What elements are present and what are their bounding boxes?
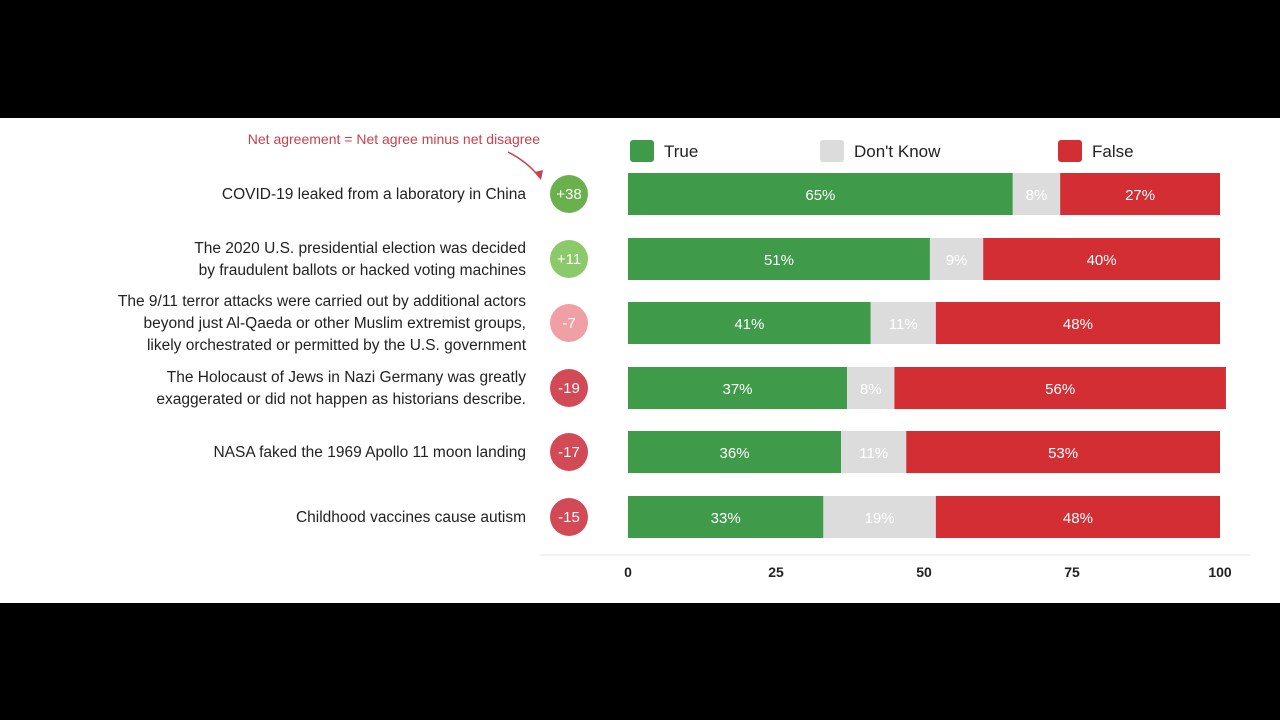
net-agreement-badge xyxy=(550,433,588,471)
chart-panel: Net agreement = Net agree minus net disa… xyxy=(0,118,1280,603)
x-tick-label: 0 xyxy=(624,564,632,580)
bar-segment-false xyxy=(906,431,1220,473)
net-agreement-value: -19 xyxy=(558,380,580,397)
net-agreement-badge xyxy=(550,369,588,407)
segment-label: 8% xyxy=(1026,187,1048,204)
statement-label: NASA faked the 1969 Apollo 11 moon landi… xyxy=(213,444,526,461)
stacked-bar-chart: Net agreement = Net agree minus net disa… xyxy=(118,131,1250,580)
segment-label: 11% xyxy=(889,316,918,333)
segment-label: 27% xyxy=(1125,187,1155,204)
segment-label: 51% xyxy=(764,252,794,269)
segment-label: 40% xyxy=(1087,252,1117,269)
bar-segment-false xyxy=(894,367,1226,409)
segment-label: 9% xyxy=(946,252,968,269)
legend-label-1: Don't Know xyxy=(854,142,941,161)
bar-segment-false xyxy=(935,302,1220,344)
net-agreement-value: +11 xyxy=(557,251,581,268)
bar-segment-false xyxy=(935,496,1220,538)
net-agreement-value: -15 xyxy=(558,509,580,526)
legend-swatch-0 xyxy=(630,140,654,162)
bar-segment-dont-know xyxy=(870,302,936,344)
statement-label: The 2020 U.S. presidential election was … xyxy=(194,240,526,257)
bar-segment-dont-know xyxy=(1012,173,1061,215)
note-arrow xyxy=(507,151,541,179)
bar-segment-true xyxy=(628,173,1013,215)
note-arrow-head xyxy=(535,170,543,180)
statement-label: The Holocaust of Jews in Nazi Germany wa… xyxy=(167,369,526,386)
bar-segment-true xyxy=(628,367,848,409)
bar-segment-dont-know xyxy=(847,367,895,409)
segment-label: 48% xyxy=(1063,316,1093,333)
bar-segment-true xyxy=(628,431,842,473)
bar-segment-true xyxy=(628,238,930,280)
net-agreement-badge xyxy=(550,304,588,342)
segment-label: 33% xyxy=(711,510,741,527)
segment-label: 11% xyxy=(859,445,888,462)
statement-label: beyond just Al-Qaeda or other Muslim ext… xyxy=(143,315,526,332)
bar-segment-dont-know xyxy=(929,238,984,280)
net-agreement-value: +38 xyxy=(556,186,581,203)
x-tick-label: 100 xyxy=(1208,564,1232,580)
segment-label: 65% xyxy=(805,187,835,204)
net-agreement-value: -17 xyxy=(558,444,580,461)
x-tick-label: 75 xyxy=(1064,564,1080,580)
bar-segment-false xyxy=(983,238,1220,280)
segment-label: 48% xyxy=(1063,510,1093,527)
segment-label: 19% xyxy=(865,510,895,527)
statement-label: exaggerated or did not happen as histori… xyxy=(156,391,526,408)
statement-label: COVID-19 leaked from a laboratory in Chi… xyxy=(222,186,526,203)
legend-swatch-2 xyxy=(1058,140,1082,162)
bar-segment-true xyxy=(628,496,824,538)
chart-rows: COVID-19 leaked from a laboratory in Chi… xyxy=(118,173,1226,538)
bar-segment-dont-know xyxy=(823,496,936,538)
bar-segment-false xyxy=(1060,173,1220,215)
segment-label: 8% xyxy=(860,381,882,398)
net-agreement-value: -7 xyxy=(562,315,575,332)
statement-label: The 9/11 terror attacks were carried out… xyxy=(118,293,526,310)
statement-label: by fraudulent ballots or hacked voting m… xyxy=(199,262,527,279)
x-tick-label: 50 xyxy=(916,564,932,580)
x-axis-ticks: 0 25 50 75 100 xyxy=(624,564,1232,580)
legend: True Don't Know False xyxy=(630,140,1134,162)
segment-label: 37% xyxy=(723,381,753,398)
legend-label-0: True xyxy=(664,142,698,161)
bar-segment-true xyxy=(628,302,871,344)
segment-label: 36% xyxy=(720,445,750,462)
net-agreement-badge xyxy=(550,175,588,213)
net-agreement-note: Net agreement = Net agree minus net disa… xyxy=(248,131,540,147)
x-tick-label: 25 xyxy=(768,564,784,580)
statement-label: likely orchestrated or permitted by the … xyxy=(147,337,527,354)
statement-label: Childhood vaccines cause autism xyxy=(296,509,526,526)
segment-label: 41% xyxy=(734,316,764,333)
legend-label-2: False xyxy=(1092,142,1134,161)
net-agreement-badge xyxy=(550,240,588,278)
segment-label: 56% xyxy=(1045,381,1075,398)
bar-segment-dont-know xyxy=(841,431,907,473)
segment-label: 53% xyxy=(1048,445,1078,462)
legend-swatch-1 xyxy=(820,140,844,162)
net-agreement-badge xyxy=(550,498,588,536)
